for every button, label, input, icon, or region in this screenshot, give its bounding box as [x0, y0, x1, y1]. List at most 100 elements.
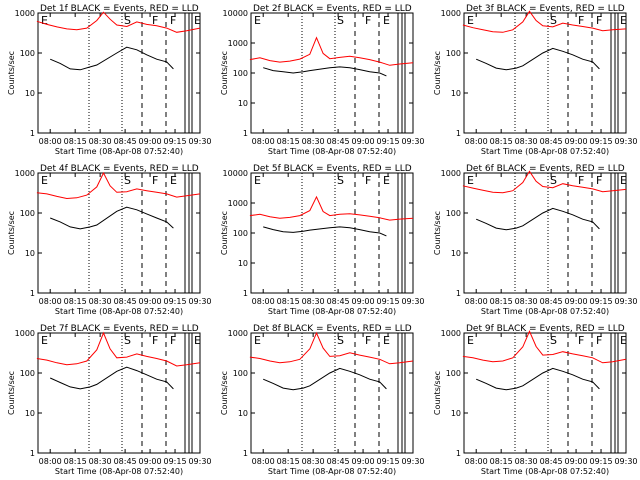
annotation-label: S [550, 174, 557, 187]
annotation-label: S [550, 14, 557, 27]
y-tick-label: 1 [456, 289, 461, 298]
x-tick-label: 08:30 [89, 297, 112, 306]
chart-title: Det 4f BLACK = Events, RED = LLD [40, 164, 199, 174]
x-tick-label: 08:45 [114, 297, 137, 306]
annotation-label: E [254, 14, 261, 27]
series-line-1 [462, 330, 627, 364]
x-tick-label: 09:00 [139, 457, 162, 466]
y-tick-label: 10 [238, 259, 248, 268]
annotation-label: F [365, 334, 371, 347]
annotation-label: F [596, 334, 602, 347]
x-tick-label: 09:30 [188, 297, 211, 306]
x-tick-label: 08:30 [89, 457, 112, 466]
chart-title: Det 7f BLACK = Events, RED = LLD [40, 324, 199, 334]
y-tick-label: 1 [243, 289, 248, 298]
y-tick-label: 1000 [441, 169, 461, 178]
annotation-label: S [337, 174, 344, 187]
x-tick-label: 09:30 [188, 457, 211, 466]
annotation-label: E [194, 14, 201, 27]
y-tick-label: 10000 [223, 169, 248, 178]
annotation-label: E [620, 174, 627, 187]
plot-frame [37, 332, 201, 454]
x-tick-label: 08:15 [64, 297, 87, 306]
series-line-2 [49, 366, 174, 390]
annotation-label: E [41, 14, 48, 27]
x-axis-label: Start Time (08-Apr-08 07:52:40) [268, 467, 396, 476]
y-tick-label: 1000 [228, 199, 248, 208]
series-line-2 [263, 226, 387, 237]
x-tick-label: 09:00 [352, 457, 375, 466]
plot-frame [37, 172, 201, 294]
annotation-label: E [194, 334, 201, 347]
x-tick-label: 09:30 [188, 137, 211, 146]
x-tick-label: 09:15 [590, 137, 613, 146]
x-tick-label: 08:45 [114, 457, 137, 466]
y-tick-label: 10 [451, 89, 461, 98]
annotation-label: E [383, 14, 390, 27]
chart-title: Det 5f BLACK = Events, RED = LLD [253, 164, 412, 174]
x-tick-label: 08:15 [277, 457, 300, 466]
y-tick-label: 1000 [441, 329, 461, 338]
y-tick-label: 10 [238, 99, 248, 108]
annotation-label: E [383, 334, 390, 347]
x-tick-label: 08:45 [540, 137, 563, 146]
series-line-2 [476, 47, 600, 71]
x-tick-label: 08:15 [490, 137, 513, 146]
annotation-label: E [467, 334, 474, 347]
x-tick-label: 09:30 [401, 457, 424, 466]
x-tick-label: 08:15 [64, 457, 87, 466]
y-tick-label: 100 [20, 209, 35, 218]
x-tick-label: 08:45 [327, 297, 350, 306]
y-axis-label: Counts/sec [220, 51, 229, 95]
y-tick-label: 100 [20, 369, 35, 378]
series-line-1 [462, 10, 627, 33]
y-tick-label: 1000 [15, 169, 35, 178]
annotation-label: E [620, 14, 627, 27]
plot-frame [250, 172, 414, 294]
x-tick-label: 08:45 [327, 137, 350, 146]
series-line-1 [36, 331, 201, 367]
x-axis-label: Start Time (08-Apr-08 07:52:40) [55, 467, 183, 476]
chart-title: Det 1f BLACK = Events, RED = LLD [40, 4, 199, 14]
x-tick-label: 08:00 [39, 137, 62, 146]
x-tick-label: 09:30 [614, 137, 637, 146]
y-axis-label: Counts/sec [433, 51, 442, 95]
chart-panel-6: Det 6f BLACK = Events, RED = LLD 1 10 100 10… [433, 164, 638, 316]
x-tick-label: 08:00 [465, 297, 488, 306]
x-tick-label: 09:15 [164, 457, 187, 466]
x-tick-label: 08:45 [540, 457, 563, 466]
annotation-label: F [152, 14, 158, 27]
x-tick-label: 09:15 [164, 297, 187, 306]
annotation-label: S [337, 14, 344, 27]
x-tick-label: 08:00 [252, 297, 275, 306]
plot-frame [463, 332, 627, 454]
annotation-label: E [254, 334, 261, 347]
series-line-1 [249, 331, 414, 365]
y-tick-label: 100 [233, 369, 248, 378]
y-axis-label: Counts/sec [433, 211, 442, 255]
y-tick-label: 1 [456, 129, 461, 138]
x-axis-label: Start Time (08-Apr-08 07:52:40) [481, 467, 609, 476]
annotation-label: E [254, 174, 261, 187]
chart-panel-1: Det 1f BLACK = Events, RED = LLD 1 10 100 10… [7, 4, 212, 156]
x-tick-label: 08:15 [64, 137, 87, 146]
y-tick-label: 100 [20, 49, 35, 58]
x-axis-label: Start Time (08-Apr-08 07:52:40) [268, 307, 396, 316]
y-tick-label: 10 [451, 409, 461, 418]
annotation-label: E [383, 174, 390, 187]
x-axis-label: Start Time (08-Apr-08 07:52:40) [55, 147, 183, 156]
plot-frame [250, 332, 414, 454]
y-tick-label: 100 [233, 69, 248, 78]
y-tick-label: 1000 [441, 9, 461, 18]
y-tick-label: 10 [451, 249, 461, 258]
y-tick-label: 100 [446, 369, 461, 378]
annotation-label: F [170, 14, 176, 27]
x-tick-label: 09:15 [377, 137, 400, 146]
x-tick-label: 08:00 [252, 457, 275, 466]
x-tick-label: 09:00 [139, 137, 162, 146]
annotation-label: E [170, 174, 177, 187]
chart-panel-4: Det 4f BLACK = Events, RED = LLD 1 10 100 10… [7, 164, 212, 316]
y-tick-label: 1000 [228, 329, 248, 338]
chart-title: Det 9f BLACK = Events, RED = LLD [466, 324, 625, 334]
chart-panel-7: Det 7f BLACK = Events, RED = LLD 1 10 100 10… [7, 324, 212, 476]
